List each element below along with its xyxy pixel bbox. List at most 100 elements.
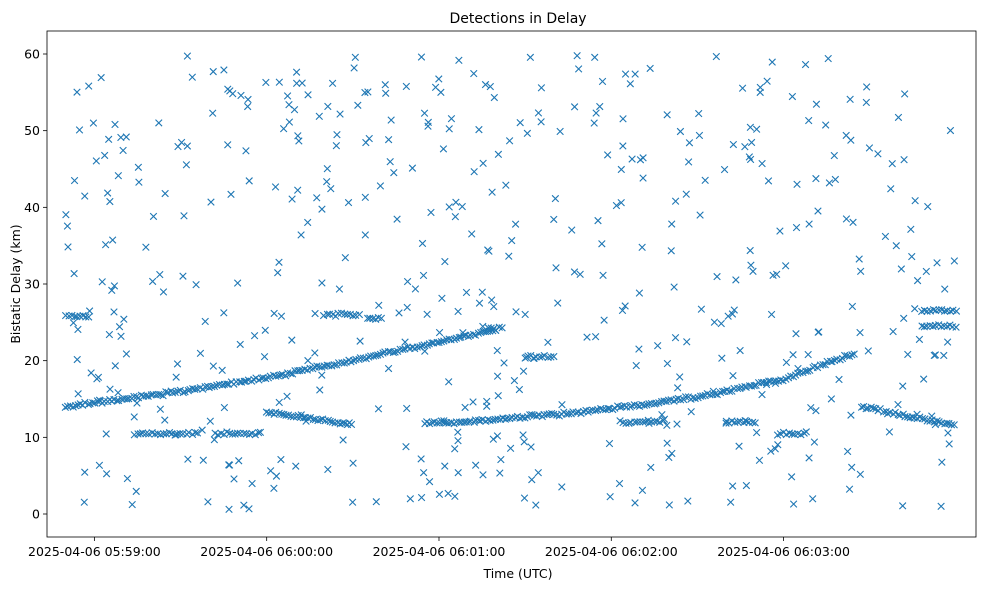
axes: 2025-04-06 05:59:00 2025-04-06 06:00:00 20…: [24, 47, 850, 560]
data-point: [716, 388, 725, 397]
data-point: [793, 180, 801, 189]
data-point: [505, 252, 513, 260]
data-point: [747, 261, 755, 269]
data-point: [98, 278, 106, 286]
data-point: [564, 410, 573, 418]
data-point: [616, 403, 624, 411]
data-point: [668, 449, 676, 458]
data-point: [348, 498, 357, 506]
data-point: [89, 119, 98, 127]
data-point: [558, 483, 566, 491]
data-point: [699, 392, 707, 400]
data-point: [920, 323, 929, 331]
data-point: [156, 405, 165, 413]
data-point: [475, 125, 483, 134]
data-point: [220, 309, 228, 317]
data-point: [804, 367, 812, 375]
data-point: [451, 492, 459, 501]
data-point: [87, 369, 95, 377]
data-point: [506, 444, 515, 452]
data-point: [142, 243, 150, 251]
data-point: [148, 277, 157, 286]
data-point: [340, 359, 348, 367]
data-point: [900, 314, 908, 323]
data-point: [752, 125, 761, 133]
data-point: [789, 500, 798, 508]
x-axis-label: Time (UTC): [482, 566, 552, 581]
data-point: [619, 115, 627, 123]
data-point: [532, 501, 540, 509]
data-point: [911, 196, 919, 205]
data-point: [128, 500, 136, 509]
data-point: [848, 351, 856, 359]
data-point: [225, 461, 233, 469]
data-point: [676, 127, 685, 136]
data-point: [869, 404, 878, 412]
data-point: [451, 445, 459, 453]
data-point: [940, 351, 948, 360]
data-point: [165, 428, 174, 437]
data-point: [835, 375, 843, 384]
data-point: [469, 330, 478, 339]
data-point: [343, 310, 352, 319]
data-point: [519, 431, 527, 439]
data-point: [489, 435, 498, 443]
data-point: [184, 455, 192, 463]
data-point: [111, 120, 119, 129]
data-point: [631, 499, 639, 507]
data-point: [70, 269, 78, 278]
data-point: [663, 111, 671, 119]
data-point: [621, 302, 629, 310]
data-point: [671, 334, 680, 342]
plot-frame: [46, 30, 977, 538]
data-point: [224, 141, 232, 149]
data-point: [599, 271, 607, 279]
data-point: [551, 194, 560, 203]
data-point: [590, 119, 598, 127]
data-point: [519, 367, 528, 375]
data-point: [900, 155, 908, 164]
data-point: [108, 286, 116, 295]
data-point: [454, 436, 462, 445]
data-point: [695, 109, 703, 118]
data-point: [845, 485, 854, 493]
data-point: [574, 65, 583, 73]
data-point: [395, 309, 403, 317]
data-point: [435, 490, 444, 499]
data-point: [63, 222, 72, 230]
data-point: [229, 89, 237, 98]
data-point: [220, 66, 228, 74]
data-point: [792, 330, 800, 338]
data-point: [130, 392, 138, 401]
data-point: [85, 82, 93, 90]
data-point: [825, 179, 834, 187]
data-point: [384, 364, 393, 373]
data-point: [612, 201, 621, 210]
data-point: [173, 360, 182, 368]
data-point: [440, 417, 448, 425]
data-point: [105, 330, 114, 339]
data-point: [372, 351, 380, 360]
data-point: [479, 159, 487, 168]
data-point: [950, 257, 959, 265]
data-point: [676, 396, 685, 404]
data-point: [417, 53, 426, 61]
data-point: [74, 390, 82, 398]
data-point: [663, 421, 671, 430]
data-point: [411, 285, 420, 293]
data-point: [304, 218, 312, 227]
data-point: [341, 310, 349, 318]
data-point: [361, 193, 369, 202]
data-point: [133, 399, 141, 407]
data-point: [511, 220, 520, 228]
data-point: [237, 91, 245, 100]
data-point: [638, 486, 647, 494]
data-point: [184, 428, 193, 437]
data-point: [311, 349, 319, 357]
data-point: [379, 349, 387, 357]
data-point: [325, 310, 334, 318]
data-point: [750, 381, 758, 390]
data-point: [862, 404, 870, 413]
data-point: [106, 385, 114, 393]
data-point: [800, 429, 808, 437]
